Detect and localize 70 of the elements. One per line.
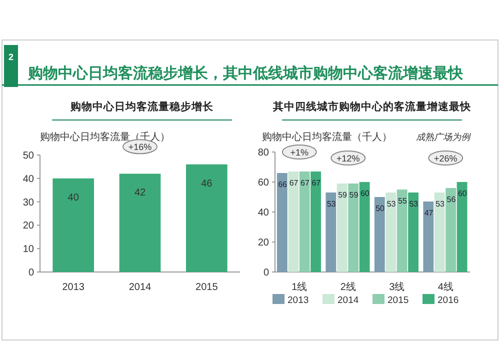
data-label: 47 xyxy=(424,208,434,218)
bar xyxy=(434,192,445,272)
x-tick-label: 2线 xyxy=(340,281,356,293)
data-label: 55 xyxy=(398,196,408,206)
text: 成熟广场为例 xyxy=(416,132,472,142)
annotation: +12% xyxy=(336,154,360,164)
bar xyxy=(456,182,468,272)
legend-label: 2014 xyxy=(338,295,359,306)
bar xyxy=(336,184,348,272)
legend-label: 2015 xyxy=(388,295,409,306)
bar xyxy=(396,190,408,272)
y-tick-label: 0 xyxy=(28,268,34,278)
data-label: 40 xyxy=(68,192,80,204)
x-tick-label: 3线 xyxy=(389,281,405,293)
annotation: +26% xyxy=(434,154,458,164)
bar xyxy=(299,172,310,272)
y-tick-label: 60 xyxy=(258,178,270,188)
y-tick-label: 50 xyxy=(22,150,34,162)
bar xyxy=(276,173,288,272)
chart-title: 购物中心日均客流稳步增长，其中低线城市购物中心客流增速最快 xyxy=(27,64,464,82)
annotation: +1% xyxy=(290,148,309,158)
y-tick-label: 40 xyxy=(258,208,270,218)
bar xyxy=(348,184,359,272)
data-label: 67 xyxy=(300,178,310,188)
text: +16% xyxy=(128,142,152,152)
text: 2 xyxy=(8,52,14,62)
data-label: 67 xyxy=(312,178,322,188)
y-tick-label: 0 xyxy=(263,268,270,278)
bar xyxy=(446,188,456,272)
data-label: 60 xyxy=(458,189,468,198)
x-tick-label: 2013 xyxy=(62,282,85,293)
bar xyxy=(186,164,228,272)
bar xyxy=(386,192,396,272)
data-label: 60 xyxy=(360,189,370,198)
data-label: 56 xyxy=(446,195,456,204)
y-tick-label: 40 xyxy=(22,174,34,185)
bar xyxy=(423,202,434,272)
y-tick-label: 80 xyxy=(258,148,270,158)
y-axis-title: 购物中心日均客流量（千人） xyxy=(262,131,392,143)
data-label: 42 xyxy=(134,188,146,199)
legend-label: 2016 xyxy=(438,295,459,306)
bar xyxy=(52,178,94,272)
y-tick-label: 20 xyxy=(22,220,34,232)
y-tick-label: 30 xyxy=(22,197,34,208)
data-label: 53 xyxy=(409,200,419,208)
data-label: 53 xyxy=(386,200,396,208)
x-tick-label: 4线 xyxy=(438,281,454,293)
bar xyxy=(288,172,299,272)
chart-subtitle: 购物中心日均客流量稳步增长 xyxy=(70,100,214,113)
x-tick-label: 2014 xyxy=(128,282,152,293)
legend-label: 2013 xyxy=(288,295,309,306)
bar xyxy=(374,197,385,272)
chart-title: 其中四线城市购物中心的客流量增速最快 xyxy=(272,100,472,113)
data-label: 59 xyxy=(338,190,348,200)
x-tick-label: 1线 xyxy=(292,281,308,293)
bar xyxy=(310,172,321,272)
bar xyxy=(326,192,336,272)
data-label: 66 xyxy=(278,180,288,189)
data-label: 59 xyxy=(349,190,359,200)
bar xyxy=(359,182,370,272)
bar xyxy=(408,192,418,272)
data-label: 53 xyxy=(326,200,336,208)
y-tick-label: 10 xyxy=(22,244,34,256)
y-tick-label: 20 xyxy=(258,238,270,248)
data-label: 53 xyxy=(436,200,446,208)
bar xyxy=(119,174,161,272)
data-label: 67 xyxy=(289,178,299,188)
data-label: 50 xyxy=(376,204,386,213)
data-label: 46 xyxy=(201,178,213,190)
x-tick-label: 2015 xyxy=(196,282,218,293)
